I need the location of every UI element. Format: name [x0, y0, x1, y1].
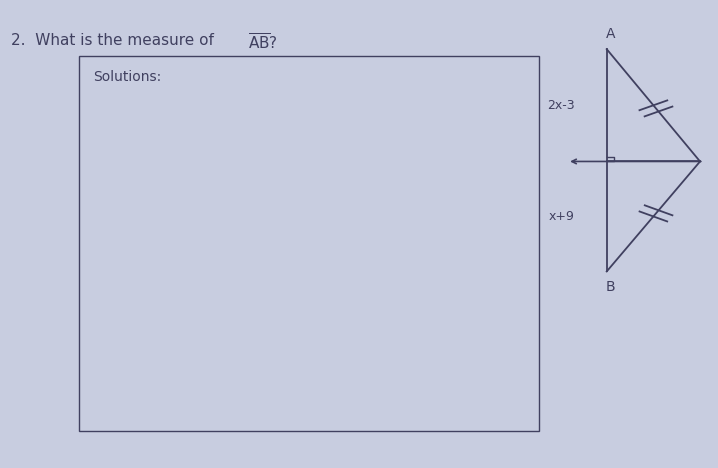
Text: Solutions:: Solutions: — [93, 70, 162, 84]
Bar — [79, 56, 538, 431]
Text: 2.  What is the measure of: 2. What is the measure of — [11, 33, 218, 48]
Text: B: B — [605, 280, 615, 294]
Text: x+9: x+9 — [549, 210, 574, 223]
Text: A: A — [605, 27, 615, 41]
Text: $\overline{\mathrm{AB}}$?: $\overline{\mathrm{AB}}$? — [248, 33, 278, 53]
Text: 2x-3: 2x-3 — [547, 99, 574, 112]
